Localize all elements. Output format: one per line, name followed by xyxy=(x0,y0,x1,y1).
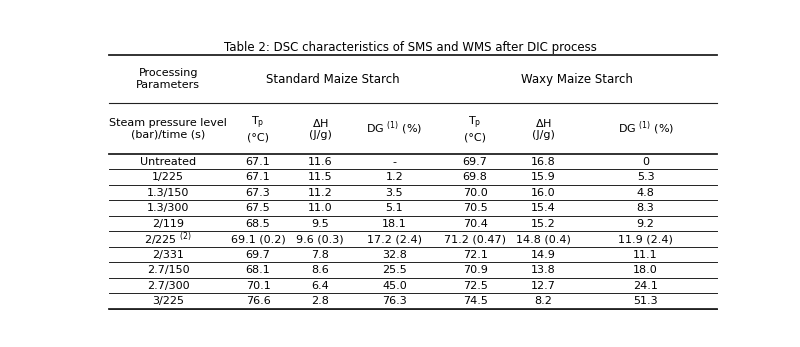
Text: 11.1: 11.1 xyxy=(634,249,658,260)
Text: 14.8 (0.4): 14.8 (0.4) xyxy=(516,234,570,244)
Text: 15.9: 15.9 xyxy=(531,172,556,182)
Text: 8.6: 8.6 xyxy=(311,265,329,275)
Text: 16.0: 16.0 xyxy=(531,188,556,197)
Text: 51.3: 51.3 xyxy=(634,296,658,306)
Text: 2/225 $^{(2)}$: 2/225 $^{(2)}$ xyxy=(144,230,192,248)
Text: 6.4: 6.4 xyxy=(311,281,329,290)
Text: Standard Maize Starch: Standard Maize Starch xyxy=(266,73,399,86)
Text: 2.8: 2.8 xyxy=(311,296,329,306)
Text: 5.3: 5.3 xyxy=(637,172,654,182)
Text: 69.8: 69.8 xyxy=(462,172,487,182)
Text: DG $^{(1)}$ (%): DG $^{(1)}$ (%) xyxy=(366,120,422,137)
Text: Waxy Maize Starch: Waxy Maize Starch xyxy=(522,73,634,86)
Text: T$_\mathrm{p}$
(°C): T$_\mathrm{p}$ (°C) xyxy=(247,115,269,143)
Text: 4.8: 4.8 xyxy=(637,188,654,197)
Text: 2/119: 2/119 xyxy=(152,219,184,229)
Text: T$_\mathrm{p}$
(°C): T$_\mathrm{p}$ (°C) xyxy=(464,115,486,143)
Text: 11.6: 11.6 xyxy=(308,156,333,167)
Text: 69.7: 69.7 xyxy=(462,156,487,167)
Text: 5.1: 5.1 xyxy=(386,203,403,213)
Text: 14.9: 14.9 xyxy=(531,249,556,260)
Text: $\Delta$H
(J/g): $\Delta$H (J/g) xyxy=(532,117,554,140)
Text: 9.6 (0.3): 9.6 (0.3) xyxy=(296,234,344,244)
Text: 13.8: 13.8 xyxy=(531,265,556,275)
Text: 45.0: 45.0 xyxy=(382,281,407,290)
Text: 15.4: 15.4 xyxy=(531,203,556,213)
Text: 1/225: 1/225 xyxy=(152,172,184,182)
Text: 11.2: 11.2 xyxy=(308,188,333,197)
Text: 17.2 (2.4): 17.2 (2.4) xyxy=(367,234,422,244)
Text: 1.3/150: 1.3/150 xyxy=(147,188,190,197)
Text: 11.0: 11.0 xyxy=(308,203,333,213)
Text: Table 2: DSC characteristics of SMS and WMS after DIC process: Table 2: DSC characteristics of SMS and … xyxy=(223,41,597,54)
Text: 1.2: 1.2 xyxy=(386,172,403,182)
Text: 68.1: 68.1 xyxy=(246,265,270,275)
Text: 67.3: 67.3 xyxy=(246,188,270,197)
Text: Untreated: Untreated xyxy=(140,156,196,167)
Text: 69.7: 69.7 xyxy=(246,249,270,260)
Text: 18.0: 18.0 xyxy=(634,265,658,275)
Text: 25.5: 25.5 xyxy=(382,265,407,275)
Text: 7.8: 7.8 xyxy=(311,249,329,260)
Text: 76.6: 76.6 xyxy=(246,296,270,306)
Text: 67.1: 67.1 xyxy=(246,156,270,167)
Text: 74.5: 74.5 xyxy=(462,296,487,306)
Text: 32.8: 32.8 xyxy=(382,249,407,260)
Text: 70.5: 70.5 xyxy=(462,203,487,213)
Text: 70.1: 70.1 xyxy=(246,281,270,290)
Text: 70.4: 70.4 xyxy=(462,219,487,229)
Text: 72.5: 72.5 xyxy=(462,281,487,290)
Text: 76.3: 76.3 xyxy=(382,296,407,306)
Text: 68.5: 68.5 xyxy=(246,219,270,229)
Text: 8.2: 8.2 xyxy=(534,296,552,306)
Text: 8.3: 8.3 xyxy=(637,203,654,213)
Text: 2/331: 2/331 xyxy=(152,249,184,260)
Text: 67.1: 67.1 xyxy=(246,172,270,182)
Text: 11.5: 11.5 xyxy=(308,172,333,182)
Text: 69.1 (0.2): 69.1 (0.2) xyxy=(230,234,286,244)
Text: 16.8: 16.8 xyxy=(531,156,556,167)
Text: 70.9: 70.9 xyxy=(462,265,487,275)
Text: 18.1: 18.1 xyxy=(382,219,407,229)
Text: 1.3/300: 1.3/300 xyxy=(147,203,190,213)
Text: 9.2: 9.2 xyxy=(637,219,654,229)
Text: 24.1: 24.1 xyxy=(633,281,658,290)
Text: 3.5: 3.5 xyxy=(386,188,403,197)
Text: 3/225: 3/225 xyxy=(152,296,184,306)
Text: 2.7/150: 2.7/150 xyxy=(147,265,190,275)
Text: Processing
Parameters: Processing Parameters xyxy=(136,68,200,90)
Text: 2.7/300: 2.7/300 xyxy=(147,281,190,290)
Text: 9.5: 9.5 xyxy=(311,219,329,229)
Text: -: - xyxy=(393,156,397,167)
Text: 11.9 (2.4): 11.9 (2.4) xyxy=(618,234,673,244)
Text: 70.0: 70.0 xyxy=(462,188,487,197)
Text: $\Delta$H
(J/g): $\Delta$H (J/g) xyxy=(309,117,331,140)
Text: 71.2 (0.47): 71.2 (0.47) xyxy=(444,234,506,244)
Text: Steam pressure level
(bar)/time (s): Steam pressure level (bar)/time (s) xyxy=(110,118,227,139)
Text: 12.7: 12.7 xyxy=(531,281,556,290)
Text: 67.5: 67.5 xyxy=(246,203,270,213)
Text: DG $^{(1)}$ (%): DG $^{(1)}$ (%) xyxy=(618,120,674,137)
Text: 72.1: 72.1 xyxy=(462,249,487,260)
Text: 0: 0 xyxy=(642,156,649,167)
Text: 15.2: 15.2 xyxy=(531,219,556,229)
